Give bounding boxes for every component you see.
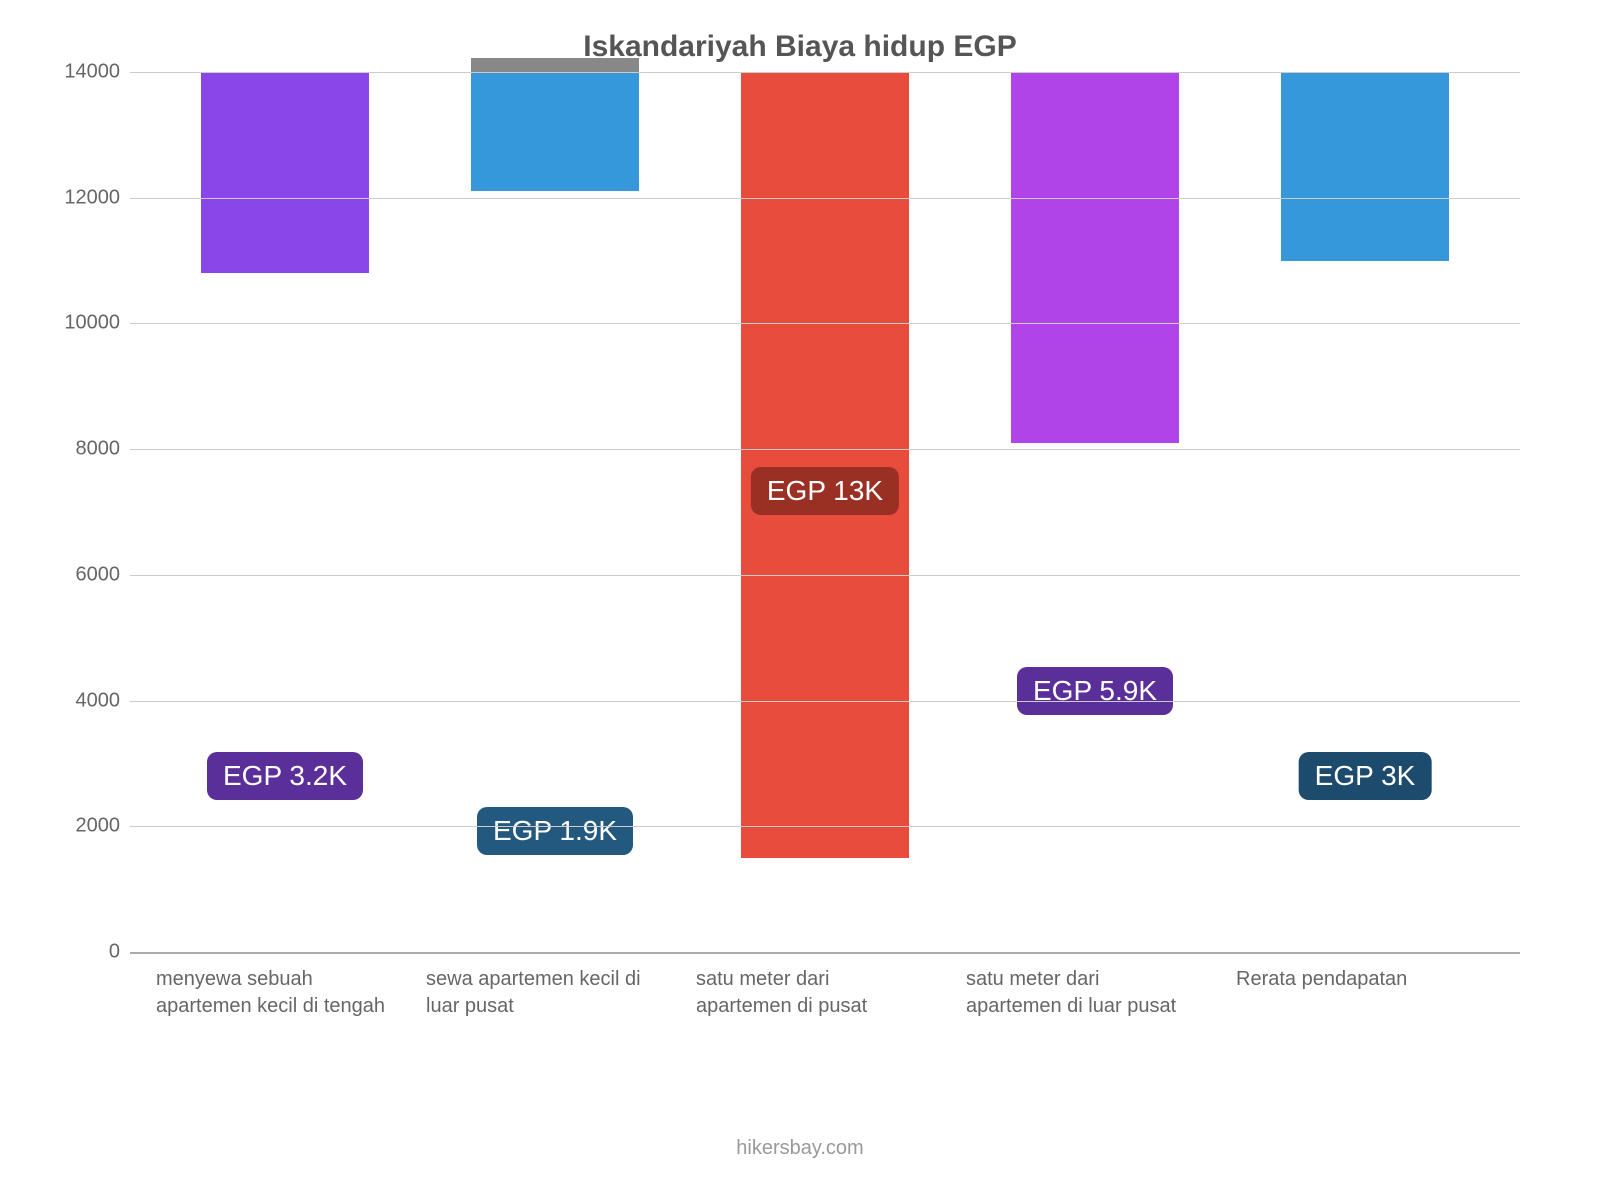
gridline bbox=[130, 72, 1520, 73]
gridline bbox=[130, 701, 1520, 702]
bar-slot: EGP 13K bbox=[690, 72, 960, 952]
bar-slot: EGP 1.9K bbox=[420, 72, 690, 952]
y-tick-label: 14000 bbox=[60, 61, 120, 84]
y-tick-label: 8000 bbox=[60, 438, 120, 461]
x-tick-label: Rerata pendapatan bbox=[1230, 966, 1500, 1020]
x-axis: menyewa sebuah apartemen kecil di tengah… bbox=[130, 952, 1520, 1020]
bar-value-badge: EGP 3K bbox=[1299, 752, 1432, 800]
gridline bbox=[130, 323, 1520, 324]
bar-value-badge: EGP 1.9K bbox=[477, 807, 633, 855]
gridline bbox=[130, 952, 1520, 954]
gridline bbox=[130, 449, 1520, 450]
bar bbox=[741, 72, 908, 858]
x-tick-label: satu meter dari apartemen di luar pusat bbox=[960, 966, 1230, 1020]
y-tick-label: 0 bbox=[60, 941, 120, 964]
gridline bbox=[130, 826, 1520, 827]
x-tick-label: menyewa sebuah apartemen kecil di tengah bbox=[150, 966, 420, 1020]
chart-container: Iskandariyah Biaya hidup EGP EGP 3.2KEGP… bbox=[0, 0, 1600, 1200]
bar bbox=[201, 72, 368, 273]
chart-title: Iskandariyah Biaya hidup EGP bbox=[40, 30, 1560, 64]
gridline bbox=[130, 198, 1520, 199]
bar-slot: EGP 5.9K bbox=[960, 72, 1230, 952]
y-tick-label: 10000 bbox=[60, 312, 120, 335]
bar bbox=[1281, 72, 1448, 261]
bar-value-badge: EGP 5.9K bbox=[1017, 667, 1173, 715]
y-tick-label: 12000 bbox=[60, 186, 120, 209]
bar-value-badge: EGP 13K bbox=[751, 467, 899, 515]
x-tick-label: sewa apartemen kecil di luar pusat bbox=[420, 966, 690, 1020]
bar-value-badge: EGP 3.2K bbox=[207, 752, 363, 800]
gridline bbox=[130, 575, 1520, 576]
bar-cap bbox=[471, 58, 638, 72]
chart-credit: hikersbay.com bbox=[0, 1137, 1600, 1160]
bar bbox=[1011, 72, 1178, 443]
plot-area: EGP 3.2KEGP 1.9KEGP 13KEGP 5.9KEGP 3K 02… bbox=[130, 72, 1520, 952]
bars-row: EGP 3.2K EGP 1.9K EGP 13K EGP 5.9K EGP 3K bbox=[130, 72, 1520, 952]
y-tick-label: 2000 bbox=[60, 815, 120, 838]
bar bbox=[471, 72, 638, 191]
bar-slot: EGP 3.2K bbox=[150, 72, 420, 952]
bar-slot: EGP 3K bbox=[1230, 72, 1500, 952]
y-tick-label: 6000 bbox=[60, 563, 120, 586]
x-tick-label: satu meter dari apartemen di pusat bbox=[690, 966, 960, 1020]
y-tick-label: 4000 bbox=[60, 689, 120, 712]
